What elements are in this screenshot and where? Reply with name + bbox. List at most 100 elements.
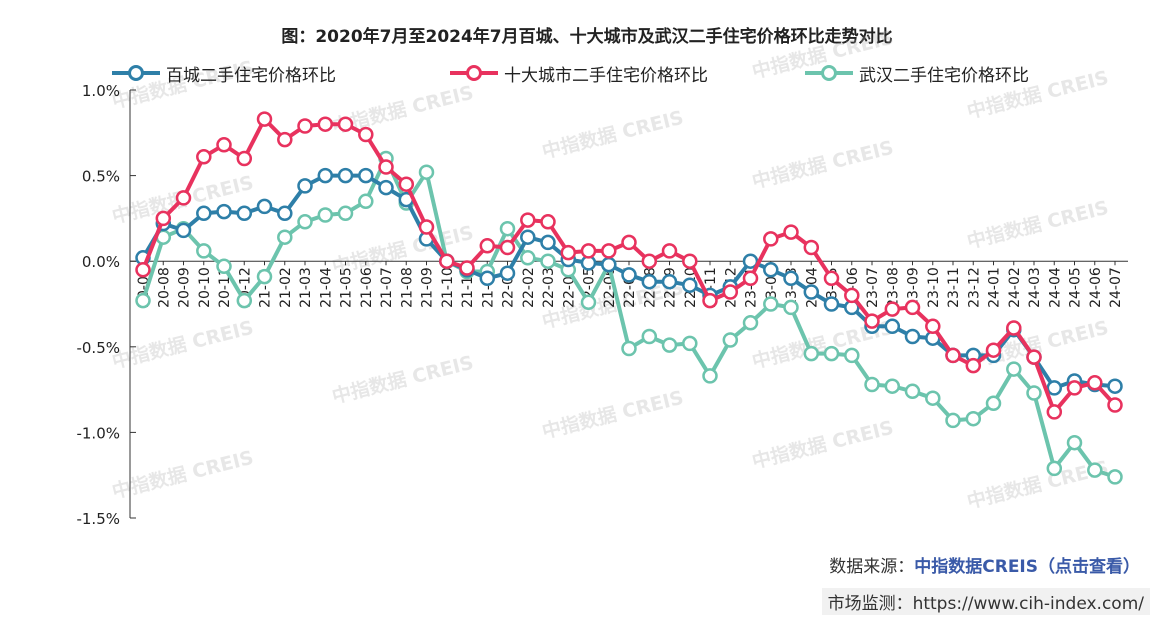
x-tick-label: 24-03: [1027, 267, 1043, 308]
data-point-2: [358, 126, 374, 143]
x-tick-label: 21-10: [440, 267, 456, 308]
data-point-1: [1046, 380, 1063, 396]
data-point-3: [641, 328, 658, 345]
x-tick-label: 23-09: [906, 267, 922, 308]
data-point-1: [641, 273, 658, 290]
data-point-2: [297, 118, 313, 134]
data-point-3: [884, 378, 901, 394]
data-point-3: [985, 395, 1002, 412]
data-point-2: [560, 244, 577, 261]
data-point-3: [621, 340, 637, 357]
data-point-3: [277, 229, 293, 245]
data-point-2: [844, 287, 860, 304]
data-point-2: [479, 238, 496, 254]
x-tick-label: 23-08: [885, 267, 901, 308]
data-point-2: [1046, 404, 1063, 420]
data-point-3: [1066, 434, 1083, 451]
data-point-3: [358, 193, 374, 210]
data-point-3: [1087, 462, 1103, 478]
data-point-2: [256, 111, 273, 127]
x-tick-label: 21-06: [359, 267, 375, 308]
market-monitor-url[interactable]: https://www.cih-index.com/: [912, 594, 1144, 614]
data-point-3: [337, 205, 354, 222]
x-tick-label: 21-04: [318, 267, 334, 308]
data-point-2: [601, 243, 617, 259]
x-tick-label: 24-02: [1007, 267, 1023, 308]
data-point-3: [540, 253, 556, 269]
data-point-1: [256, 198, 273, 215]
data-point-1: [803, 284, 820, 300]
x-tick-label: 24-05: [1068, 267, 1084, 308]
x-tick-label: 24-06: [1088, 267, 1104, 308]
x-tick-label: 23-12: [966, 267, 982, 308]
data-point-3: [722, 332, 739, 348]
x-tick-label: 24-07: [1108, 267, 1124, 308]
data-source: 数据来源：中指数据CREIS（点击查看）: [829, 552, 1140, 577]
chart-legend: 百城二手住宅价格环比 十大城市二手住宅价格环比 武汉二手住宅价格环比: [110, 60, 1090, 86]
data-point-3: [196, 243, 212, 259]
data-point-2: [621, 234, 637, 251]
data-point-1: [175, 222, 192, 239]
data-point-2: [580, 243, 597, 259]
data-point-1: [884, 318, 901, 335]
x-tick-label: 21-07: [379, 267, 395, 308]
data-point-3: [135, 292, 151, 309]
data-point-2: [904, 299, 921, 316]
data-point-3: [702, 368, 718, 384]
data-point-2: [398, 176, 415, 192]
data-point-2: [864, 313, 880, 329]
data-point-3: [945, 412, 961, 429]
data-point-3: [236, 292, 253, 309]
data-point-2: [317, 116, 334, 132]
x-tick-label: 24-01: [987, 267, 1003, 308]
data-point-3: [682, 335, 698, 352]
x-tick-label: 21-08: [399, 267, 415, 308]
data-point-1: [317, 167, 334, 184]
market-monitor-label: 市场监测：: [827, 594, 913, 614]
x-tick-label: 23-10: [926, 267, 942, 308]
data-point-2: [1087, 375, 1103, 391]
data-point-1: [297, 178, 313, 194]
data-point-2: [682, 253, 698, 269]
legend-item-baicheng: 百城二手住宅价格环比: [110, 60, 336, 86]
x-tick-label: 22-02: [521, 267, 537, 308]
data-point-1: [499, 265, 516, 281]
x-tick-label: 21-05: [339, 267, 355, 308]
data-point-1: [682, 277, 698, 293]
data-point-2: [135, 262, 151, 278]
data-point-1: [763, 262, 779, 278]
x-tick-label: 20-08: [156, 267, 172, 308]
data-point-3: [216, 258, 232, 275]
data-point-1: [904, 328, 921, 345]
data-point-3: [783, 299, 799, 316]
data-point-3: [763, 296, 779, 312]
data-point-2: [1107, 397, 1123, 413]
x-tick-label: 20-09: [177, 267, 193, 308]
data-source-label: 数据来源：: [829, 557, 915, 577]
data-point-1: [783, 270, 799, 287]
data-point-1: [378, 179, 394, 196]
data-point-3: [317, 207, 334, 223]
legend-swatch-top10: [450, 65, 498, 81]
x-tick-label: 21-09: [420, 267, 436, 308]
data-source-link[interactable]: 中指数据CREIS（点击查看）: [914, 557, 1140, 577]
y-tick-label: -1.5%: [76, 510, 120, 528]
data-point-1: [196, 205, 212, 222]
data-point-2: [196, 149, 212, 165]
data-point-3: [864, 376, 880, 393]
y-tick-label: -0.5%: [76, 339, 120, 357]
data-point-2: [1066, 380, 1083, 396]
y-tick-label: 1.0%: [82, 82, 120, 100]
data-point-3: [1046, 460, 1063, 477]
data-point-2: [742, 270, 759, 287]
data-point-2: [803, 239, 820, 256]
data-point-1: [540, 234, 556, 251]
data-point-2: [702, 292, 718, 309]
data-point-3: [904, 383, 921, 400]
chart-title: 图：2020年7月至2024年7月百城、十大城市及武汉二手住宅价格环比走势对比: [281, 27, 893, 47]
data-point-2: [540, 214, 556, 230]
data-point-2: [216, 137, 232, 153]
data-point-3: [520, 250, 536, 266]
data-point-2: [823, 270, 840, 287]
data-point-3: [844, 347, 860, 364]
